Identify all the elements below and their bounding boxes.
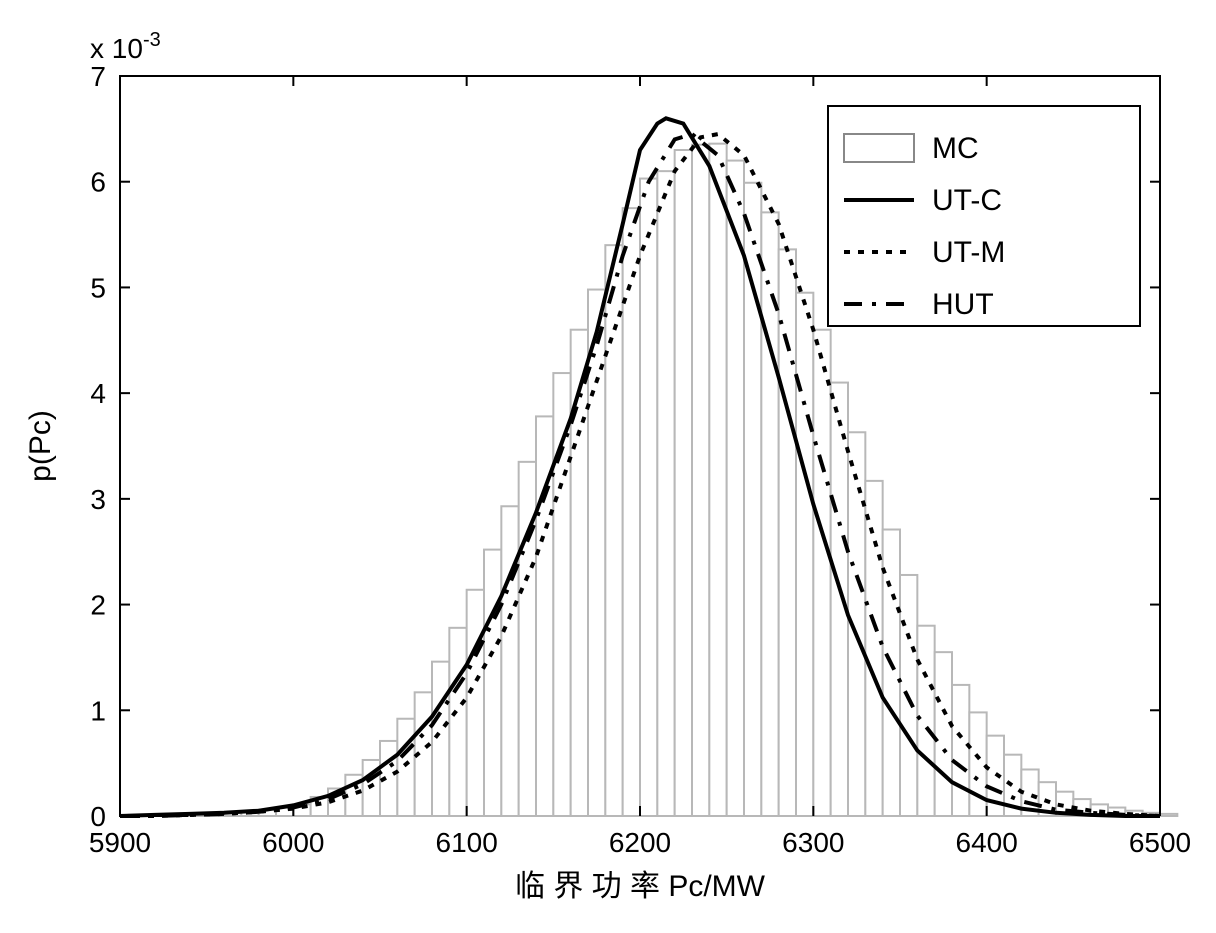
histogram-bar <box>709 144 726 816</box>
histogram-bar <box>484 550 501 816</box>
histogram-bar <box>432 662 449 816</box>
y-tick-label: 2 <box>90 590 106 621</box>
x-tick-label: 6400 <box>956 827 1018 858</box>
histogram-bar <box>744 183 761 816</box>
histogram-bar <box>467 590 484 816</box>
legend-label: MC <box>932 132 979 165</box>
histogram-bar <box>1160 814 1177 816</box>
histogram-bar <box>796 293 813 816</box>
histogram-bar <box>605 245 622 816</box>
y-exponent: x 10-3 <box>90 29 161 64</box>
x-tick-label: 6300 <box>782 827 844 858</box>
y-tick-label: 0 <box>90 801 106 832</box>
chart-svg: 5900600061006200630064006500临 界 功 率 Pc/M… <box>0 0 1216 933</box>
legend-label: UT-C <box>932 184 1002 217</box>
y-axis-title: p(Pc) <box>24 410 57 482</box>
x-axis-title: 临 界 功 率 Pc/MW <box>515 870 766 903</box>
legend-label: UT-M <box>932 236 1005 269</box>
histogram-bar <box>571 330 588 816</box>
y-tick-label: 4 <box>90 378 106 409</box>
histogram-bar <box>865 481 882 816</box>
histogram-bar <box>640 179 657 816</box>
histogram-bar <box>917 626 934 816</box>
histogram-bar <box>675 150 692 816</box>
histogram-bar <box>779 249 796 816</box>
legend-label: HUT <box>932 288 994 321</box>
y-tick-label: 6 <box>90 167 106 198</box>
legend-swatch <box>844 134 914 162</box>
histogram-bar <box>397 719 414 816</box>
histogram-bar <box>813 330 830 816</box>
histogram-bar <box>692 145 709 816</box>
x-tick-label: 6500 <box>1129 827 1191 858</box>
x-tick-label: 6000 <box>262 827 324 858</box>
chart-container: 5900600061006200630064006500临 界 功 率 Pc/M… <box>0 0 1216 933</box>
y-tick-label: 7 <box>90 61 106 92</box>
x-tick-label: 6100 <box>436 827 498 858</box>
histogram-bar <box>727 161 744 816</box>
x-tick-label: 6200 <box>609 827 671 858</box>
y-tick-label: 1 <box>90 695 106 726</box>
y-tick-label: 3 <box>90 484 106 515</box>
histogram-bar <box>952 685 969 816</box>
y-tick-label: 5 <box>90 272 106 303</box>
histogram-bar <box>657 171 674 816</box>
histogram-bar <box>449 628 466 816</box>
histogram-bar <box>501 506 518 816</box>
histogram-bar <box>935 652 952 816</box>
